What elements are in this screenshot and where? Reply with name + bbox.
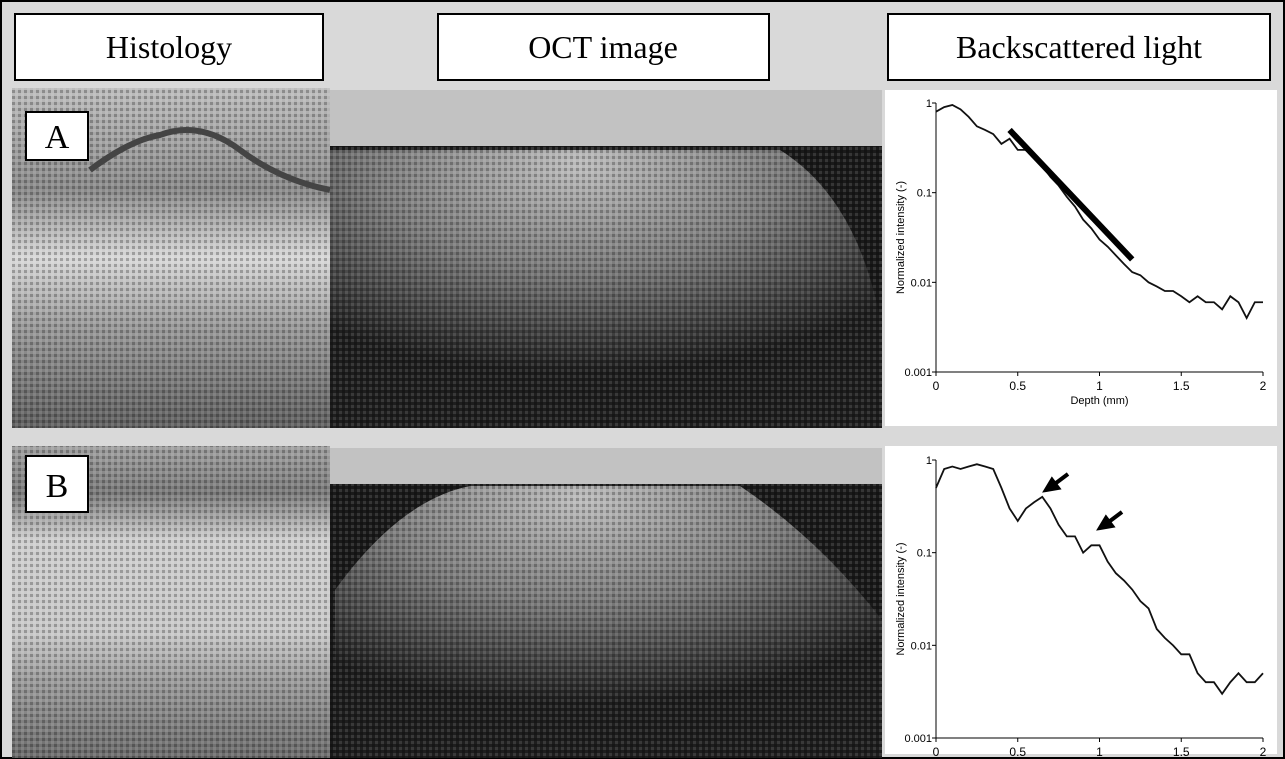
y-tick-label: 0.001 [904, 733, 932, 745]
x-axis-label: Depth (mm) [1070, 395, 1128, 407]
chart-box [885, 90, 1277, 426]
oct-top [330, 90, 882, 146]
oct-speckle [330, 484, 882, 758]
x-tick-label: 0 [933, 379, 940, 393]
panel-label: A [45, 119, 70, 156]
panel-label: B [46, 468, 69, 505]
oct-speckle [330, 146, 882, 428]
epidermis [88, 127, 331, 193]
x-tick-label: 0 [933, 745, 940, 759]
header-box [437, 13, 770, 81]
oct-top [330, 448, 882, 484]
arrow [1096, 510, 1124, 531]
x-tick-label: 1 [1096, 745, 1103, 759]
header-box [887, 13, 1271, 81]
y-tick-label: 0.1 [917, 548, 932, 560]
x-tick-label: 1.5 [1173, 745, 1190, 759]
column-header: Backscattered light [956, 29, 1202, 65]
y-axis-label: Normalized intensity (-) [895, 542, 907, 655]
y-tick-label: 1 [926, 98, 932, 110]
y-tick-label: 0.01 [911, 640, 932, 652]
y-tick-label: 1 [926, 455, 932, 467]
y-tick-label: 0.01 [911, 277, 932, 289]
x-tick-label: 1.5 [1173, 379, 1190, 393]
column-header: Histology [106, 29, 232, 65]
data-line [935, 104, 1263, 320]
column-header: OCT image [528, 29, 678, 65]
x-tick-label: 0.5 [1009, 745, 1026, 759]
data-line [1007, 127, 1135, 262]
x-tick-label: 2 [1260, 745, 1267, 759]
x-tick-label: 1 [1096, 379, 1103, 393]
header-box [14, 13, 324, 81]
arrow [1042, 472, 1070, 493]
x-tick-label: 0.5 [1009, 379, 1026, 393]
x-tick-label: 2 [1260, 379, 1267, 393]
y-tick-label: 0.001 [904, 367, 932, 379]
data-line [935, 463, 1264, 696]
panel-label-box [25, 455, 89, 513]
y-tick-label: 0.1 [917, 188, 932, 200]
panel-label-box [25, 111, 89, 161]
y-axis-label: Normalized intensity (-) [895, 181, 907, 294]
chart-box [885, 446, 1277, 754]
